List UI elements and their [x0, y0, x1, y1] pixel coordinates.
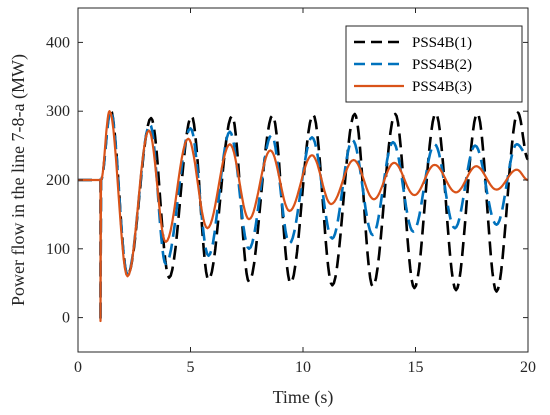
x-tick-label: 10 — [295, 359, 311, 376]
y-tick-label: 400 — [46, 34, 70, 51]
series-line-1 — [78, 108, 529, 323]
series-line-3 — [78, 110, 529, 323]
legend-label-1: PSS4B(1) — [412, 35, 472, 51]
legend-label-2: PSS4B(2) — [412, 57, 472, 73]
x-tick-label: 15 — [408, 359, 424, 376]
x-tick-label: 0 — [74, 359, 82, 376]
x-tick-label: 5 — [187, 359, 195, 376]
y-tick-label: 300 — [46, 103, 70, 120]
series-lines — [78, 108, 529, 323]
y-tick-label: 0 — [62, 310, 70, 327]
y-axis-label: Power flow in the line 7-8-a (MW) — [8, 54, 29, 306]
y-tick-label: 200 — [46, 172, 70, 189]
x-axis-label: Time (s) — [273, 387, 334, 408]
x-tick-label: 20 — [520, 359, 536, 376]
legend-label-3: PSS4B(3) — [412, 79, 472, 95]
axis-ticks — [77, 8, 529, 352]
legend: PSS4B(1) PSS4B(2) PSS4B(3) — [345, 25, 523, 103]
y-tick-label: 100 — [46, 241, 70, 258]
